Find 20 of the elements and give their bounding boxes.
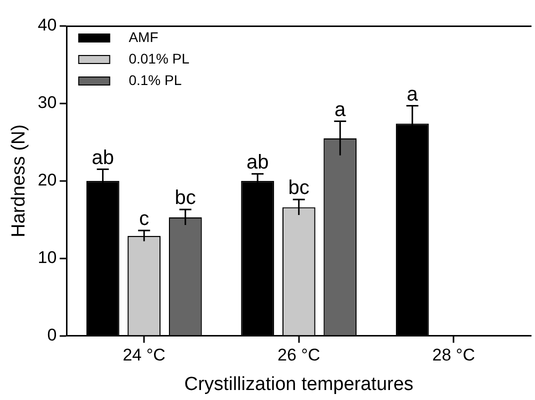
y-tick-label: 30: [38, 93, 57, 112]
x-axis-title: Crystillization temperatures: [184, 374, 414, 395]
x-tick-label: 26 °C: [277, 346, 320, 365]
y-tick-label: 10: [38, 248, 57, 268]
legend-label: AMF: [128, 28, 158, 45]
data-label: a: [406, 83, 419, 106]
data-label: ab: [246, 151, 269, 174]
data-label: bc: [174, 187, 196, 210]
x-tick-label: 24 °C: [122, 346, 166, 365]
legend-label: 0.1% PL: [128, 72, 182, 88]
data-label: ab: [92, 146, 114, 169]
y-axis-title: Hardness (N): [8, 124, 30, 238]
x-tick-label: 28 °C: [432, 346, 475, 365]
data-label: c: [139, 208, 150, 230]
data-label: a: [334, 98, 347, 121]
data-label: bc: [288, 177, 310, 200]
y-tick-label: 40: [38, 16, 57, 35]
y-tick-label: 20: [38, 170, 57, 190]
legend-label: 0.01% PL: [128, 50, 190, 66]
y-tick-label: 0: [47, 325, 57, 344]
